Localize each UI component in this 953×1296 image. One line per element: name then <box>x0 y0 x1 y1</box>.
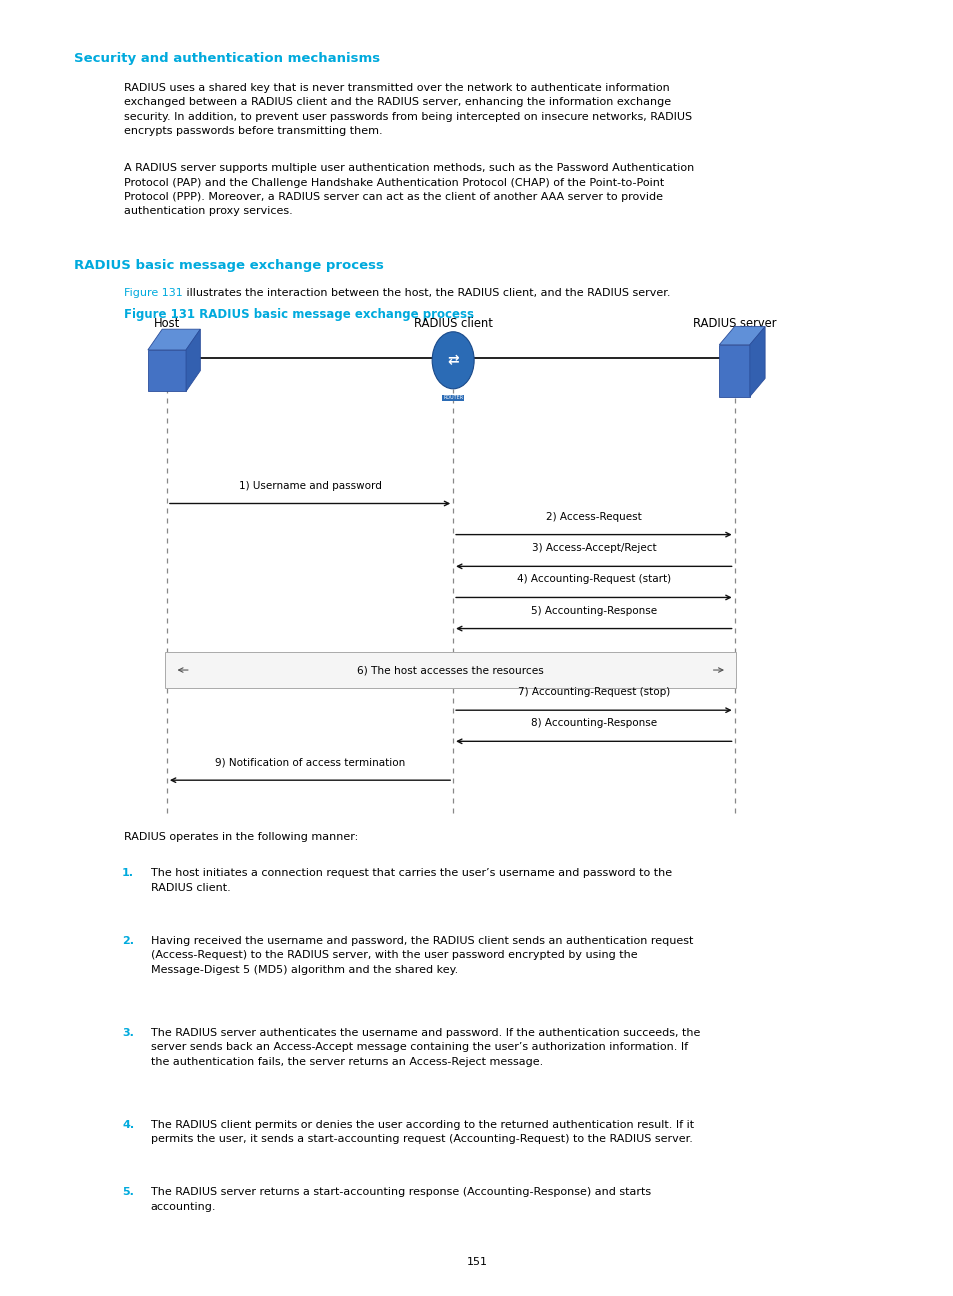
Polygon shape <box>719 345 749 397</box>
Text: 1) Username and password: 1) Username and password <box>238 481 381 490</box>
Text: The RADIUS client permits or denies the user according to the returned authentic: The RADIUS client permits or denies the … <box>151 1120 693 1144</box>
Text: 2) Access-Request: 2) Access-Request <box>545 512 641 521</box>
Text: 4.: 4. <box>122 1120 134 1130</box>
Polygon shape <box>148 329 200 350</box>
Text: Security and authentication mechanisms: Security and authentication mechanisms <box>74 52 380 65</box>
Text: A RADIUS server supports multiple user authentication methods, such as the Passw: A RADIUS server supports multiple user a… <box>124 163 694 216</box>
FancyBboxPatch shape <box>165 652 736 688</box>
Text: The RADIUS server authenticates the username and password. If the authentication: The RADIUS server authenticates the user… <box>151 1028 700 1067</box>
Text: 5) Accounting-Response: 5) Accounting-Response <box>530 605 657 616</box>
Text: RADIUS operates in the following manner:: RADIUS operates in the following manner: <box>124 832 358 842</box>
Text: Having received the username and password, the RADIUS client sends an authentica: Having received the username and passwor… <box>151 936 693 975</box>
Text: 8) Accounting-Response: 8) Accounting-Response <box>530 718 657 728</box>
Text: RADIUS basic message exchange process: RADIUS basic message exchange process <box>74 259 384 272</box>
Text: 3) Access-Accept/Reject: 3) Access-Accept/Reject <box>531 543 656 553</box>
Text: ⇄: ⇄ <box>447 354 458 367</box>
Text: 7) Accounting-Request (stop): 7) Accounting-Request (stop) <box>517 687 669 697</box>
Text: 9) Notification of access termination: 9) Notification of access termination <box>214 757 405 767</box>
Text: RADIUS server: RADIUS server <box>692 318 776 330</box>
Polygon shape <box>719 327 764 345</box>
Text: 4) Accounting-Request (start): 4) Accounting-Request (start) <box>517 574 670 584</box>
Text: illustrates the interaction between the host, the RADIUS client, and the RADIUS : illustrates the interaction between the … <box>182 288 670 298</box>
Text: Figure 131: Figure 131 <box>124 288 183 298</box>
Polygon shape <box>148 350 186 391</box>
Text: RADIUS client: RADIUS client <box>414 318 492 330</box>
Text: RADIUS uses a shared key that is never transmitted over the network to authentic: RADIUS uses a shared key that is never t… <box>124 83 692 136</box>
Text: The host initiates a connection request that carries the user’s username and pas: The host initiates a connection request … <box>151 868 671 893</box>
Text: 6) The host accesses the resources: 6) The host accesses the resources <box>357 665 543 675</box>
Circle shape <box>432 332 474 389</box>
Text: Host: Host <box>153 318 180 330</box>
Text: Figure 131 RADIUS basic message exchange process: Figure 131 RADIUS basic message exchange… <box>124 308 474 321</box>
Polygon shape <box>186 329 200 391</box>
Polygon shape <box>749 327 764 397</box>
Text: 151: 151 <box>466 1257 487 1267</box>
Text: 2.: 2. <box>122 936 134 946</box>
Text: 1.: 1. <box>122 868 134 879</box>
Text: The RADIUS server returns a start-accounting response (Accounting-Response) and : The RADIUS server returns a start-accoun… <box>151 1187 650 1212</box>
Text: ROUTER: ROUTER <box>442 395 463 400</box>
Text: 3.: 3. <box>122 1028 133 1038</box>
Text: 5.: 5. <box>122 1187 133 1198</box>
